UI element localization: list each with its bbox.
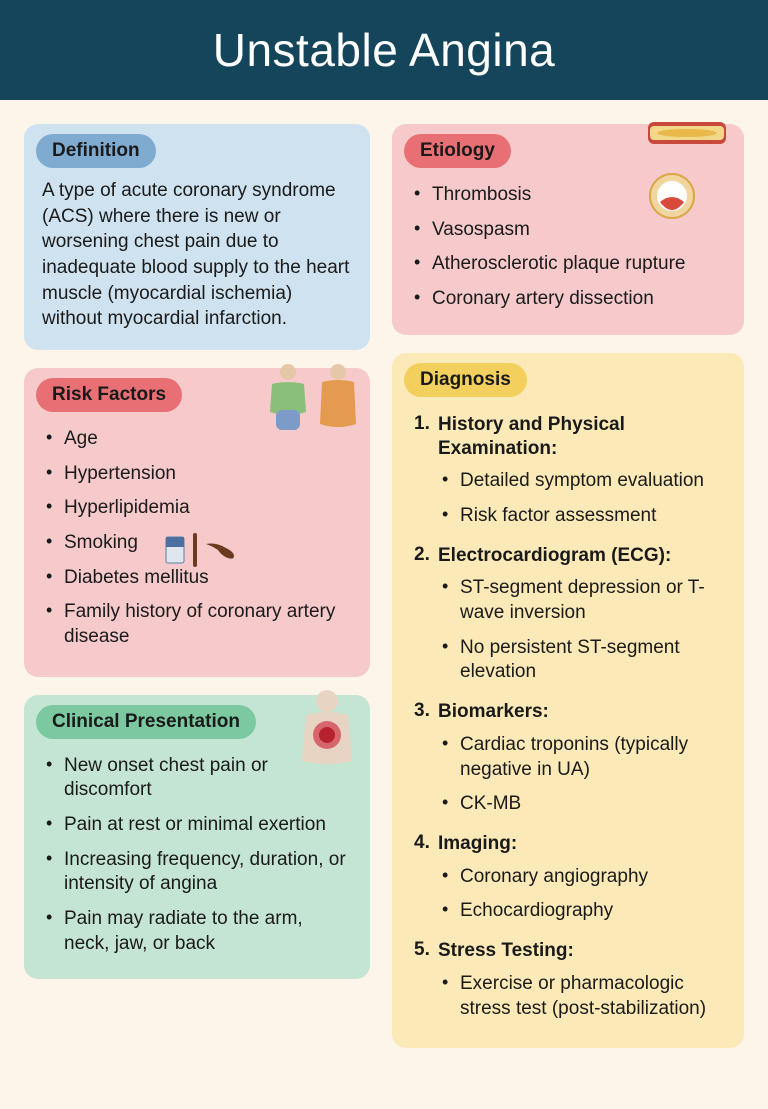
sub-item: Risk factor assessment — [442, 499, 726, 534]
diagnosis-pill: Diagnosis — [404, 363, 527, 397]
left-column: Definition A type of acute coronary synd… — [24, 124, 370, 1048]
list-item: Hyperlipidemia — [46, 491, 352, 526]
etiology-pill: Etiology — [404, 134, 511, 168]
sub-item: Echocardiography — [442, 894, 726, 929]
sub-item: Exercise or pharmacologic stress test (p… — [442, 967, 726, 1026]
risk-factors-list: Age Hypertension Hyperlipidemia Smoking … — [42, 422, 352, 655]
diagnosis-sublist: ST-segment depression or T-wave inversio… — [438, 567, 726, 690]
diagnosis-sublist: Coronary angiography Echocardiography — [438, 856, 726, 929]
diagnosis-item: Imaging: Coronary angiography Echocardio… — [414, 826, 726, 933]
list-item: Increasing frequency, duration, or inten… — [46, 843, 352, 902]
diagnosis-sublist: Detailed symptom evaluation Risk factor … — [438, 460, 726, 533]
etiology-card: Etiology Thrombosis Vasospasm Atheroscle… — [392, 124, 744, 335]
page-title: Unstable Angina — [213, 23, 556, 77]
list-item: Pain may radiate to the arm, neck, jaw, … — [46, 902, 352, 961]
list-item: Pain at rest or minimal exertion — [46, 808, 352, 843]
diagnosis-sublist: Cardiac troponins (typically negative in… — [438, 724, 726, 822]
list-item: Age — [46, 422, 352, 457]
etiology-list: Thrombosis Vasospasm Atherosclerotic pla… — [410, 178, 726, 317]
diagnosis-item: History and Physical Examination: Detail… — [414, 407, 726, 538]
page-header: Unstable Angina — [0, 0, 768, 100]
definition-card: Definition A type of acute coronary synd… — [24, 124, 370, 350]
risk-factors-card: Risk Factors Age Hypertension Hyperlipid… — [24, 368, 370, 677]
diagnosis-head: Electrocardiogram (ECG): — [438, 544, 726, 568]
diagnosis-sublist: Exercise or pharmacologic stress test (p… — [438, 963, 726, 1026]
list-item: Atherosclerotic plaque rupture — [414, 247, 726, 282]
sub-item: CK-MB — [442, 787, 726, 822]
diagnosis-card: Diagnosis History and Physical Examinati… — [392, 353, 744, 1048]
clinical-list: New onset chest pain or discomfort Pain … — [42, 749, 352, 962]
content-grid: Definition A type of acute coronary synd… — [0, 100, 768, 1048]
artery-longitudinal-icon — [648, 118, 726, 153]
diagnosis-head: Imaging: — [438, 832, 726, 856]
right-column: Etiology Thrombosis Vasospasm Atheroscle… — [392, 124, 744, 1048]
list-item: Diabetes mellitus — [46, 561, 352, 596]
diagnosis-head: Stress Testing: — [438, 939, 726, 963]
diagnosis-list: History and Physical Examination: Detail… — [410, 407, 726, 1030]
definition-text: A type of acute coronary syndrome (ACS) … — [42, 178, 352, 332]
list-item: Hypertension — [46, 457, 352, 492]
list-item: Coronary artery dissection — [414, 282, 726, 317]
list-item: Vasospasm — [414, 213, 726, 248]
clinical-pill: Clinical Presentation — [36, 705, 256, 739]
sub-item: Coronary angiography — [442, 860, 726, 895]
list-item: Thrombosis — [414, 178, 726, 213]
list-item: Smoking — [46, 526, 352, 561]
sub-item: ST-segment depression or T-wave inversio… — [442, 571, 726, 630]
risk-factors-pill: Risk Factors — [36, 378, 182, 412]
diagnosis-item: Electrocardiogram (ECG): ST-segment depr… — [414, 538, 726, 695]
definition-pill: Definition — [36, 134, 156, 168]
diagnosis-head: History and Physical Examination: — [438, 413, 726, 461]
sub-item: No persistent ST-segment elevation — [442, 631, 726, 690]
sub-item: Detailed symptom evaluation — [442, 464, 726, 499]
list-item: New onset chest pain or discomfort — [46, 749, 352, 808]
diagnosis-item: Stress Testing: Exercise or pharmacologi… — [414, 933, 726, 1030]
sub-item: Cardiac troponins (typically negative in… — [442, 728, 726, 787]
diagnosis-item: Biomarkers: Cardiac troponins (typically… — [414, 694, 726, 826]
diagnosis-head: Biomarkers: — [438, 700, 726, 724]
list-item: Family history of coronary artery diseas… — [46, 595, 352, 654]
clinical-card: Clinical Presentation New onset chest pa… — [24, 695, 370, 980]
